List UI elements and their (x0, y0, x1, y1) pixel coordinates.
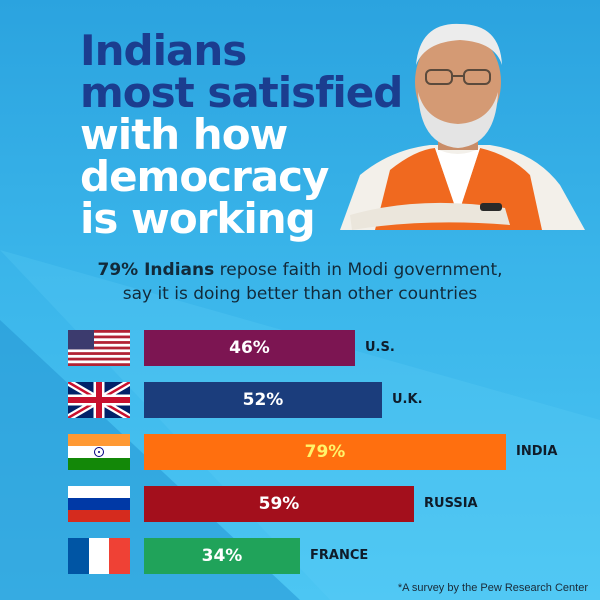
india-flag-icon (68, 434, 130, 470)
headline-line-4: democracy (80, 152, 329, 201)
headline-line-1: Indians (80, 26, 247, 75)
category-label-india: INDIA (516, 444, 558, 459)
bar-value-label-france: 34% (201, 546, 243, 566)
category-label-france: FRANCE (310, 548, 369, 563)
bar-value-label-uk: 52% (242, 390, 284, 410)
headline-line-3: with how (80, 110, 288, 159)
subtitle: 79% Indians repose faith in Modi governm… (40, 258, 560, 306)
headline-line-2: most satisfied (80, 68, 403, 117)
bar-value-label-india: 79% (304, 442, 346, 462)
bar-france: 34% (144, 538, 300, 574)
russia-flag-icon (68, 486, 130, 522)
category-label-us: U.S. (365, 340, 395, 355)
bar-value-label-us: 46% (229, 338, 270, 358)
headline-line-5: is working (80, 194, 316, 243)
bar-uk: 52% (144, 382, 382, 418)
category-label-uk: U.K. (392, 392, 423, 407)
subtitle-highlight: 79% Indians (97, 260, 215, 280)
bar-india: 79% (144, 434, 506, 470)
us-flag-icon (68, 330, 130, 366)
subtitle-text: repose faith in Modi government, (219, 260, 503, 280)
uk-flag-icon (66, 378, 132, 422)
bar-us: 46% (144, 330, 355, 366)
bar-chart: 46% U.S. 52% U.K. (0, 320, 600, 580)
portrait-image (340, 23, 585, 230)
category-label-russia: RUSSIA (424, 496, 478, 511)
source-footnote: *A survey by the Pew Research Center (397, 582, 588, 594)
subtitle-line-2: say it is doing better than other countr… (122, 284, 478, 304)
headline: Indians most satisfied with how democrac… (80, 26, 403, 243)
bar-value-label-russia: 59% (258, 494, 300, 514)
france-flag-icon (68, 538, 130, 574)
bar-russia: 59% (144, 486, 414, 522)
